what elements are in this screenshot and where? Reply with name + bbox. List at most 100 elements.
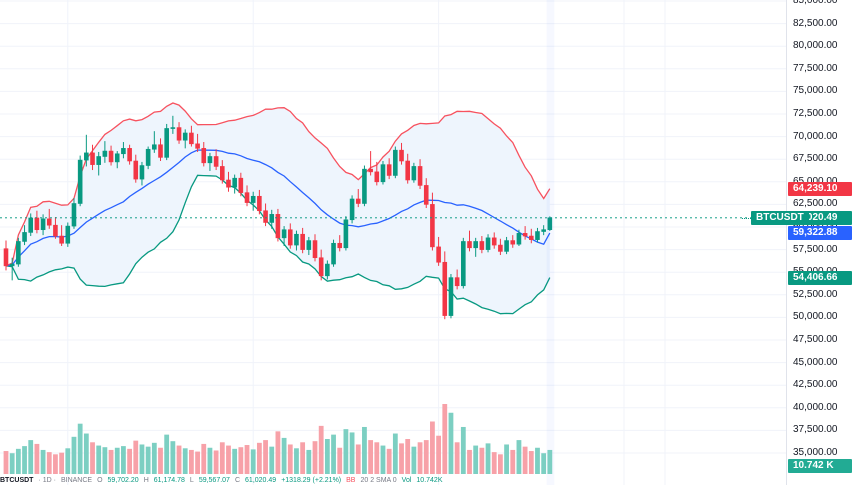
volume-bar [510,449,516,474]
volume-bar [83,433,89,474]
candle-body [294,233,299,246]
volume-bar [411,446,417,474]
volume-bar [467,449,472,474]
candle-body [96,156,101,165]
price-tick: 85,000.00 [793,0,838,6]
volume-bar [121,446,126,474]
volume-bar [28,440,34,474]
candle-body [281,229,287,239]
volume-bar [207,447,213,474]
volume-bar [306,449,312,474]
candle-body [232,177,237,188]
legend-open-label: O [97,477,103,484]
candle-body [121,148,126,155]
bollinger-basis-line [5,149,551,267]
candle-body [250,195,256,203]
volume-bar [3,451,9,474]
volume-bar [127,448,132,474]
volume-bar [516,440,522,474]
candle-body [491,237,497,246]
volume-price-tag[interactable]: 10.742 K [788,459,852,473]
candle-body [40,218,46,231]
legend-high-label: H [143,477,149,484]
candle-body [269,214,275,223]
volume-bar [485,443,491,474]
legend-interval: · 1D · [38,477,56,484]
volume-bar [114,447,120,474]
price-tick: 40,000.00 [793,401,838,413]
volume-bar [65,448,71,474]
candle-body [244,192,250,203]
candle-body [133,160,139,180]
bollinger-band-fill [6,103,550,314]
lower-band-price-tag[interactable]: 54,406.66 [788,270,852,285]
legend-volume-label: Vol [401,477,412,484]
legend-close-label: C [234,477,241,484]
candle-body [436,246,441,263]
price-tick: 65,000.00 [787,176,852,188]
symbol-badge[interactable]: BTCUSDT [751,210,809,225]
volume-bar [275,431,281,474]
candle-body [331,242,336,265]
volume-bar [226,445,231,474]
volume-bar [250,449,256,474]
candle-body [312,240,318,259]
candle-body [77,159,83,204]
upper-band-price-tag[interactable]: 64,239.10 [788,181,852,196]
volume-bar [491,452,497,474]
candle-body [3,248,9,267]
candle-body [139,165,145,180]
candle-body [263,210,268,223]
volume-bar [133,440,139,474]
volume-bar [337,447,343,474]
current-bar-highlight [546,0,555,485]
price-scale[interactable]: 85,000.00 82,500.00 80,000.00 77,500.00 75,0… [786,0,852,485]
candle-body [102,150,108,157]
legend-open-value: 59,702.20 [107,477,139,484]
volume-bar [528,451,534,474]
volume-bar [448,412,454,474]
candle-body [152,144,157,150]
volume-bar [318,425,324,474]
volume-bar [176,445,182,474]
volume-bar [170,441,176,474]
candle-body [145,148,151,166]
volume-bar [269,446,275,474]
price-tick: 57,500.00 [793,243,838,255]
candle-body [207,156,213,164]
candle-body [257,195,262,212]
candle-body [368,168,373,173]
chart-plot-area[interactable] [0,0,786,485]
price-tick: 47,500.00 [793,334,838,345]
candle-body [189,132,194,145]
volume-bar [139,444,145,474]
candle-body [306,240,312,250]
candle-body [473,241,478,249]
candle-body [343,219,349,249]
volume-bar [46,452,52,474]
candle-body [541,229,546,232]
candle-body [195,143,200,149]
legend-low-label: L [189,477,194,484]
volume-bar [541,453,547,474]
candle-body [28,217,34,233]
volume-bar [430,421,435,474]
legend-exchange: BINANCE [60,477,93,484]
volume-bar [15,448,21,474]
volume-bar [164,434,170,474]
volume-bar [40,449,46,474]
price-tick: 67,500.00 [793,153,838,165]
volume-bar [53,454,58,474]
basis-price-tag[interactable]: 59,322.88 [788,226,852,241]
volume-bar [498,454,503,474]
candle-body [275,214,281,239]
volume-bar [362,426,367,474]
volume-bar [324,439,330,474]
bollinger-upper-line [5,102,551,267]
candle-body [108,150,114,163]
candle-body [522,233,528,237]
volume-bar [399,443,404,474]
volume-bar [263,440,268,474]
candle-body [114,153,120,163]
